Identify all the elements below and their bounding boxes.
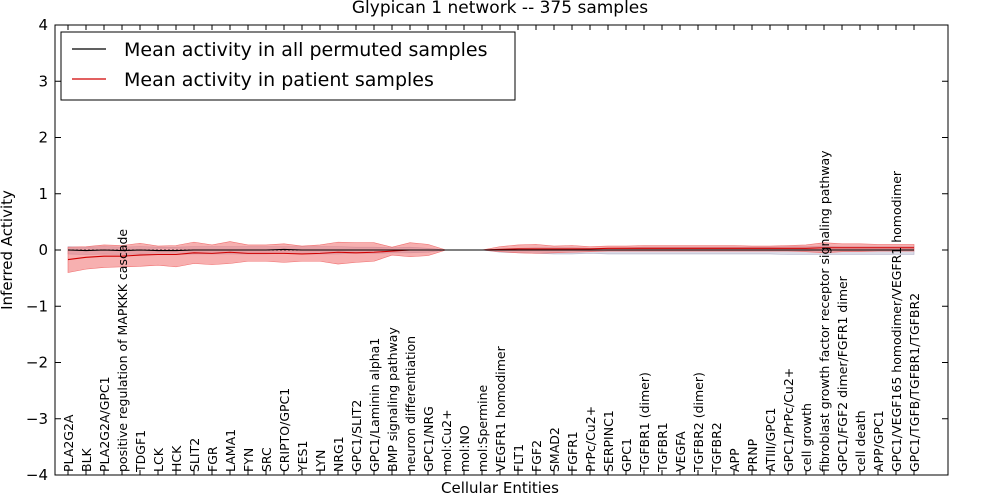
x-tick-label: LYN bbox=[313, 450, 328, 472]
x-tick-label: FGFR1 bbox=[565, 431, 580, 472]
legend: Mean activity in all permuted samples Me… bbox=[60, 31, 516, 101]
x-tick-label: TGFBR1 bbox=[655, 422, 670, 473]
legend-box bbox=[60, 31, 516, 101]
x-tick-label: TGFBR1 (dimer) bbox=[637, 372, 652, 473]
x-tick-label: NRG1 bbox=[331, 436, 346, 472]
y-axis-label: Inferred Activity bbox=[0, 190, 16, 310]
x-axis-ticks: PLA2G2A BLK PLA2G2A/GPC1 positive regulatio… bbox=[61, 25, 922, 475]
x-tick-label: PLA2G2A bbox=[61, 414, 76, 472]
x-tick-label: APP/GPC1 bbox=[871, 410, 886, 472]
y-tick-label: −2 bbox=[26, 354, 48, 372]
x-tick-label: TGFBR2 (dimer) bbox=[691, 372, 706, 473]
confidence-bands bbox=[67, 241, 915, 273]
x-tick-label: FGR bbox=[205, 446, 220, 472]
x-tick-label: BMP signaling pathway bbox=[385, 327, 400, 472]
x-tick-label: CRIPTO/GPC1 bbox=[277, 388, 292, 472]
x-tick-label: PRNP bbox=[745, 438, 760, 472]
line-permuted bbox=[67, 248, 914, 252]
x-tick-label: FYN bbox=[241, 448, 256, 472]
x-tick-label: GPC1/TGFB/TGFBR1/TGFBR2 bbox=[907, 293, 922, 472]
x-tick-label: SRC bbox=[259, 447, 274, 472]
legend-label-permuted: Mean activity in all permuted samples bbox=[124, 39, 487, 61]
x-tick-label: cell growth bbox=[799, 403, 814, 472]
y-tick-label: 4 bbox=[38, 16, 48, 34]
x-axis-label: Cellular Entities bbox=[441, 479, 559, 497]
legend-label-patient: Mean activity in patient samples bbox=[124, 69, 434, 91]
x-tick-label: GPC1/Laminin alpha1 bbox=[367, 338, 382, 472]
y-tick-label: 2 bbox=[38, 129, 48, 147]
y-tick-label: −1 bbox=[26, 297, 48, 315]
x-tick-label: fibroblast growth factor receptor signal… bbox=[817, 150, 832, 472]
x-tick-label: PLA2G2A/GPC1 bbox=[97, 376, 112, 472]
x-tick-label: APP bbox=[727, 448, 742, 472]
plot-frame bbox=[54, 24, 949, 476]
y-tick-label: −4 bbox=[26, 466, 48, 484]
y-tick-label: 3 bbox=[38, 72, 48, 90]
y-tick-label: 0 bbox=[38, 241, 48, 259]
x-tick-label: TDGF1 bbox=[133, 430, 148, 473]
x-tick-label: neuron differentiation bbox=[403, 336, 418, 472]
x-tick-label: FLT1 bbox=[511, 444, 526, 472]
x-tick-label: VEGFA bbox=[673, 431, 688, 472]
x-tick-label: GPC1/FGF2 dimer/FGFR1 dimer bbox=[835, 275, 850, 472]
chart-title: Glypican 1 network -- 375 samples bbox=[352, 0, 648, 18]
x-tick-label: positive regulation of MAPKKK cascade bbox=[115, 229, 130, 472]
x-tick-label: HCK bbox=[169, 445, 184, 472]
band-patient bbox=[67, 241, 915, 273]
x-tick-label: SLIT2 bbox=[187, 438, 202, 472]
x-tick-label: mol:NO bbox=[457, 425, 472, 472]
x-tick-label: LAMA1 bbox=[223, 429, 238, 472]
x-tick-label: TGFBR2 bbox=[709, 422, 724, 473]
x-tick-label: YES1 bbox=[295, 441, 310, 473]
x-tick-label: GPC1/SLIT2 bbox=[349, 400, 364, 472]
x-tick-label: PrPc/Cu2+ bbox=[583, 406, 598, 472]
y-axis-ticks: 4 3 2 1 0 −1 −2 −3 −4 bbox=[26, 16, 948, 484]
y-tick-label: 1 bbox=[38, 185, 48, 203]
x-tick-label: cell death bbox=[853, 410, 868, 472]
y-tick-label: −3 bbox=[26, 410, 48, 428]
x-tick-label: GPC1/PrPc/Cu2+ bbox=[781, 368, 796, 472]
x-tick-label: GPC1/VEGF165 homodimer/VEGFR1 homodimer bbox=[889, 170, 904, 472]
x-tick-label: SERPINC1 bbox=[601, 410, 616, 472]
x-tick-label: mol:Spermine bbox=[475, 384, 490, 472]
x-tick-label: VEGFR1 homodimer bbox=[493, 345, 508, 472]
x-tick-label: GPC1 bbox=[619, 438, 634, 472]
x-tick-label: LCK bbox=[151, 447, 166, 472]
x-tick-label: FGF2 bbox=[529, 440, 544, 472]
x-tick-label: SMAD2 bbox=[547, 427, 562, 472]
x-tick-label: mol:Cu2+ bbox=[439, 409, 454, 472]
x-tick-label: BLK bbox=[79, 447, 94, 472]
x-tick-label: GPC1/NRG bbox=[421, 406, 436, 472]
series-lines bbox=[67, 247, 914, 261]
x-tick-label: ATIII/GPC1 bbox=[763, 408, 778, 472]
